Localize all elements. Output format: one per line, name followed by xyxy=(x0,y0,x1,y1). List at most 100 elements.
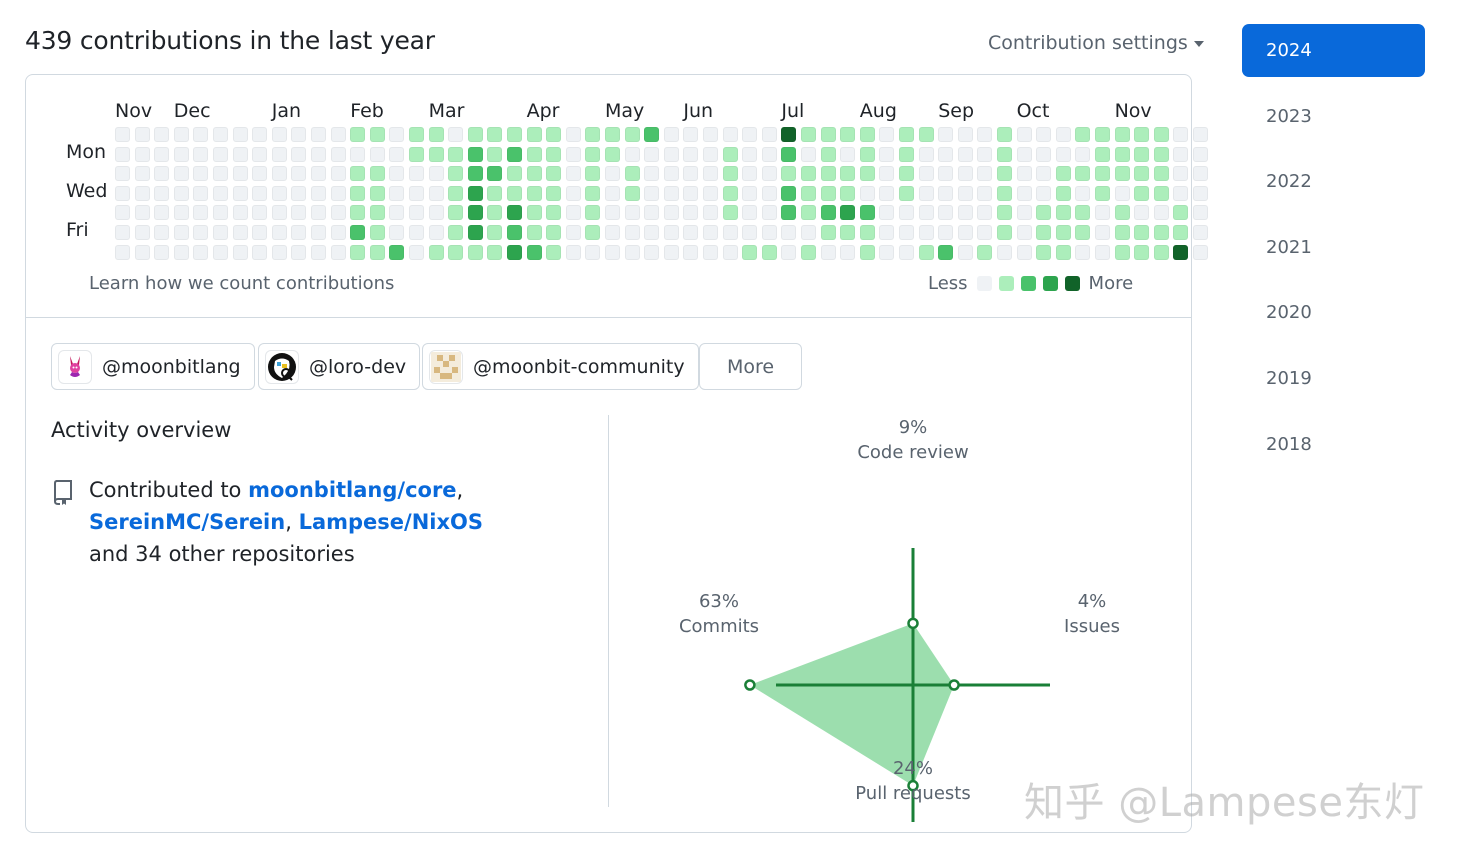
contribution-cell[interactable] xyxy=(173,166,189,182)
contribution-cell[interactable] xyxy=(311,127,326,142)
contribution-cell[interactable] xyxy=(173,205,189,221)
contribution-cell[interactable] xyxy=(330,185,346,201)
contribution-cell[interactable] xyxy=(1193,185,1208,201)
contribution-cell[interactable] xyxy=(957,185,973,201)
contribution-cell[interactable] xyxy=(173,225,189,240)
contribution-cell[interactable] xyxy=(918,185,934,201)
contribution-cell[interactable] xyxy=(369,166,385,182)
contribution-cell[interactable] xyxy=(369,244,385,260)
contribution-cell[interactable] xyxy=(1193,166,1208,182)
contribution-cell[interactable] xyxy=(487,244,503,260)
contribution-cell[interactable] xyxy=(291,127,307,142)
contribution-cell[interactable] xyxy=(467,127,483,142)
contribution-cell[interactable] xyxy=(899,185,914,201)
contribution-cell[interactable] xyxy=(232,225,248,240)
contribution-cell[interactable] xyxy=(1016,166,1032,182)
contribution-cell[interactable] xyxy=(1075,225,1091,240)
contribution-cell[interactable] xyxy=(232,244,248,260)
contribution-cell[interactable] xyxy=(742,185,758,201)
contribution-cell[interactable] xyxy=(820,244,836,260)
contribution-cell[interactable] xyxy=(801,205,816,221)
contribution-cell[interactable] xyxy=(409,127,424,142)
contribution-cell[interactable] xyxy=(663,185,679,201)
contribution-cell[interactable] xyxy=(840,166,856,182)
contribution-cell[interactable] xyxy=(938,205,954,221)
contribution-cell[interactable] xyxy=(350,166,366,182)
contribution-cell[interactable] xyxy=(252,244,268,260)
contribution-cell[interactable] xyxy=(859,185,875,201)
contribution-cell[interactable] xyxy=(605,185,620,201)
contribution-cell[interactable] xyxy=(409,185,424,201)
contribution-cell[interactable] xyxy=(644,244,660,260)
contribution-cell[interactable] xyxy=(703,166,718,182)
learn-contributions-link[interactable]: Learn how we count contributions xyxy=(89,273,395,294)
contribution-cell[interactable] xyxy=(722,146,738,162)
contribution-cell[interactable] xyxy=(252,127,268,142)
contribution-cell[interactable] xyxy=(311,185,326,201)
contribution-cell[interactable] xyxy=(565,185,581,201)
contribution-cell[interactable] xyxy=(742,205,758,221)
contribution-cell[interactable] xyxy=(663,146,679,162)
contribution-cell[interactable] xyxy=(1075,185,1091,201)
contribution-cell[interactable] xyxy=(1134,185,1150,201)
contribution-cell[interactable] xyxy=(173,146,189,162)
contribution-cell[interactable] xyxy=(154,146,170,162)
contribution-cell[interactable] xyxy=(761,205,777,221)
year-link-2021[interactable]: 2021 xyxy=(1266,236,1312,258)
contribution-cell[interactable] xyxy=(467,205,483,221)
contribution-cell[interactable] xyxy=(1114,244,1130,260)
contribution-cell[interactable] xyxy=(213,166,228,182)
contribution-cell[interactable] xyxy=(252,166,268,182)
contribution-cell[interactable] xyxy=(703,127,718,142)
contribution-cell[interactable] xyxy=(957,166,973,182)
contribution-cell[interactable] xyxy=(683,244,699,260)
contribution-cell[interactable] xyxy=(1036,146,1052,162)
contribution-cell[interactable] xyxy=(1055,185,1071,201)
contribution-cell[interactable] xyxy=(840,185,856,201)
contribution-cell[interactable] xyxy=(585,185,601,201)
contribution-cell[interactable] xyxy=(389,225,405,240)
contribution-cell[interactable] xyxy=(683,185,699,201)
contribution-cell[interactable] xyxy=(526,185,542,201)
contribution-cell[interactable] xyxy=(1114,205,1130,221)
contribution-cell[interactable] xyxy=(213,146,228,162)
contribution-cell[interactable] xyxy=(350,146,366,162)
contribution-cell[interactable] xyxy=(938,244,954,260)
contribution-cell[interactable] xyxy=(369,205,385,221)
contribution-cell[interactable] xyxy=(115,205,130,221)
contribution-cell[interactable] xyxy=(938,166,954,182)
contribution-cell[interactable] xyxy=(644,205,660,221)
contribution-cell[interactable] xyxy=(1193,225,1208,240)
contribution-cell[interactable] xyxy=(585,166,601,182)
contribution-cell[interactable] xyxy=(1173,205,1189,221)
contribution-cell[interactable] xyxy=(899,225,914,240)
contribution-cell[interactable] xyxy=(1016,205,1032,221)
contribution-cell[interactable] xyxy=(369,225,385,240)
contribution-cell[interactable] xyxy=(1153,185,1169,201)
contribution-cell[interactable] xyxy=(291,185,307,201)
contribution-cell[interactable] xyxy=(526,205,542,221)
contribution-cell[interactable] xyxy=(624,185,640,201)
contribution-cell[interactable] xyxy=(703,146,718,162)
contribution-cell[interactable] xyxy=(448,205,464,221)
contribution-cell[interactable] xyxy=(369,146,385,162)
contribution-cell[interactable] xyxy=(918,166,934,182)
contribution-cell[interactable] xyxy=(703,205,718,221)
contribution-cell[interactable] xyxy=(722,185,738,201)
contribution-cell[interactable] xyxy=(546,185,562,201)
contribution-cell[interactable] xyxy=(134,185,150,201)
contribution-cell[interactable] xyxy=(722,225,738,240)
contribution-cell[interactable] xyxy=(1134,205,1150,221)
repo-link-moonbitlang-core[interactable]: moonbitlang/core xyxy=(248,478,457,502)
contribution-cell[interactable] xyxy=(330,225,346,240)
contribution-cell[interactable] xyxy=(350,225,366,240)
contribution-cell[interactable] xyxy=(801,185,816,201)
contribution-cell[interactable] xyxy=(409,146,424,162)
contribution-cell[interactable] xyxy=(565,146,581,162)
contribution-cell[interactable] xyxy=(585,127,601,142)
contribution-cell[interactable] xyxy=(154,127,170,142)
contribution-cell[interactable] xyxy=(448,146,464,162)
contribution-cell[interactable] xyxy=(546,244,562,260)
contribution-cell[interactable] xyxy=(448,244,464,260)
contribution-cell[interactable] xyxy=(879,244,895,260)
